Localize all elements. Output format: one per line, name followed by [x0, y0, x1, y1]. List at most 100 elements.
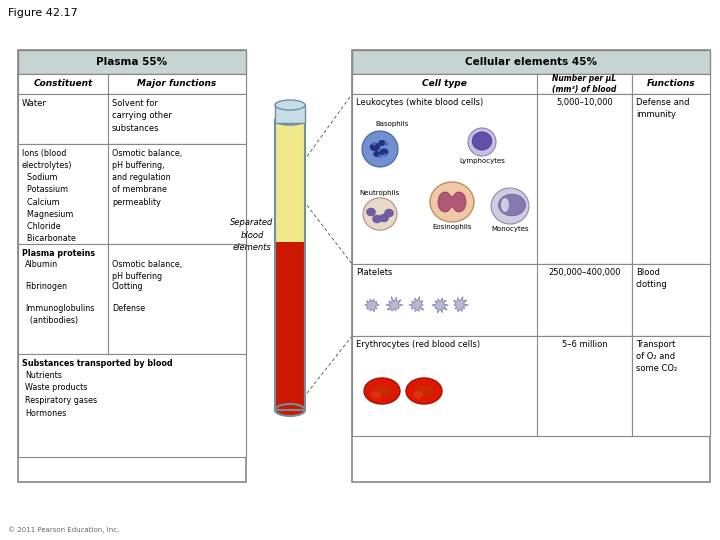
Ellipse shape [383, 153, 387, 157]
Text: Substances transported by blood: Substances transported by blood [22, 359, 173, 368]
Bar [352, 336, 710, 436]
Text: Neutrophils: Neutrophils [360, 190, 400, 196]
Ellipse shape [468, 128, 496, 156]
Text: 5–6 million: 5–6 million [562, 340, 607, 349]
Bar [537, 94, 632, 264]
Polygon shape [386, 296, 403, 311]
Bar [537, 336, 632, 436]
Ellipse shape [372, 385, 392, 397]
Ellipse shape [378, 140, 386, 146]
Text: Separated
blood
elements: Separated blood elements [230, 218, 274, 252]
Text: Platelets: Platelets [356, 268, 392, 277]
Text: Cell type: Cell type [422, 79, 467, 89]
Text: Major functions: Major functions [138, 79, 217, 89]
Bar [537, 74, 632, 94]
Ellipse shape [362, 131, 398, 167]
Text: Water: Water [22, 99, 47, 108]
Polygon shape [432, 298, 449, 313]
Bar [108, 144, 246, 244]
Bar [352, 264, 710, 336]
Ellipse shape [452, 192, 466, 212]
Ellipse shape [364, 378, 400, 404]
Text: Ions (blood
electrolytes)
  Sodium
  Potassium
  Calcium
  Magnesium
  Chloride
: Ions (blood electrolytes) Sodium Potassi… [22, 149, 76, 243]
Ellipse shape [275, 100, 305, 110]
Bar [632, 264, 710, 336]
Bar [632, 94, 710, 264]
Bar [18, 50, 246, 482]
Ellipse shape [384, 142, 388, 146]
Bar [18, 144, 246, 244]
Ellipse shape [372, 215, 382, 223]
Text: Blood
clotting: Blood clotting [636, 268, 667, 289]
Text: Number per μL
(mm³) of blood: Number per μL (mm³) of blood [552, 75, 617, 94]
Bar [632, 74, 710, 94]
Text: Leukocytes (white blood cells): Leukocytes (white blood cells) [356, 98, 483, 107]
Bar [275, 105, 305, 123]
Text: Constituent: Constituent [33, 79, 93, 89]
Ellipse shape [378, 154, 382, 158]
Text: Plasma proteins: Plasma proteins [22, 249, 95, 258]
Ellipse shape [379, 214, 389, 222]
Polygon shape [454, 296, 468, 312]
Bar [352, 50, 710, 74]
Ellipse shape [373, 151, 381, 157]
Bar [352, 94, 710, 264]
Text: Basophils: Basophils [375, 121, 408, 127]
Bar [108, 74, 246, 94]
Ellipse shape [366, 208, 376, 216]
Ellipse shape [371, 391, 381, 399]
Ellipse shape [413, 391, 423, 399]
Polygon shape [409, 296, 424, 312]
Bar [18, 50, 246, 74]
Ellipse shape [275, 115, 305, 125]
Text: 250,000–400,000: 250,000–400,000 [548, 268, 621, 277]
Ellipse shape [406, 378, 442, 404]
Text: Fibrinogen: Fibrinogen [25, 282, 67, 291]
Ellipse shape [372, 142, 376, 146]
Text: Nutrients
Waste products
Respiratory gases
Hormones: Nutrients Waste products Respiratory gas… [25, 371, 97, 417]
Text: Transport
of O₂ and
some CO₂: Transport of O₂ and some CO₂ [636, 340, 678, 373]
Ellipse shape [275, 404, 305, 416]
Polygon shape [365, 299, 379, 312]
Text: Albumin: Albumin [25, 260, 58, 269]
Bar [275, 120, 305, 410]
Text: Defense and
immunity: Defense and immunity [636, 98, 690, 119]
Text: Cellular elements 45%: Cellular elements 45% [465, 57, 597, 67]
Ellipse shape [491, 188, 529, 224]
Bar [537, 264, 632, 336]
Text: Figure 42.17: Figure 42.17 [8, 8, 78, 18]
Ellipse shape [370, 143, 380, 151]
Ellipse shape [472, 132, 492, 150]
Ellipse shape [379, 148, 389, 156]
Ellipse shape [384, 209, 394, 217]
Bar [352, 74, 710, 94]
Bar [447, 196, 457, 208]
Text: Eosinophils: Eosinophils [432, 224, 472, 230]
Text: Defense: Defense [112, 304, 145, 313]
Bar [632, 336, 710, 436]
Text: Immunoglobulins
  (antibodies): Immunoglobulins (antibodies) [25, 304, 94, 325]
Bar [18, 74, 246, 94]
Text: Functions: Functions [647, 79, 696, 89]
Bar [18, 244, 246, 354]
Ellipse shape [501, 198, 509, 212]
Bar [108, 94, 246, 144]
Ellipse shape [498, 194, 526, 216]
Ellipse shape [430, 182, 474, 222]
Bar [108, 244, 246, 354]
Text: Erythrocytes (red blood cells): Erythrocytes (red blood cells) [356, 340, 480, 349]
Text: Clotting: Clotting [112, 282, 143, 291]
Text: Osmotic balance,
pH buffering,
and regulation
of membrane
permeablity: Osmotic balance, pH buffering, and regul… [112, 149, 182, 207]
Text: © 2011 Pearson Education, Inc.: © 2011 Pearson Education, Inc. [8, 526, 120, 533]
Text: 5,000–10,000: 5,000–10,000 [556, 98, 613, 107]
Ellipse shape [438, 192, 452, 212]
Bar [352, 50, 710, 482]
Bar [275, 120, 305, 242]
Text: Monocytes: Monocytes [491, 226, 528, 232]
Ellipse shape [414, 385, 434, 397]
Text: Lymphocytes: Lymphocytes [459, 158, 505, 164]
Text: Solvent for
carrying other
substances: Solvent for carrying other substances [112, 99, 172, 133]
Text: Osmotic balance,
pH buffering: Osmotic balance, pH buffering [112, 260, 182, 281]
Bar [18, 94, 246, 144]
Bar [275, 242, 305, 410]
